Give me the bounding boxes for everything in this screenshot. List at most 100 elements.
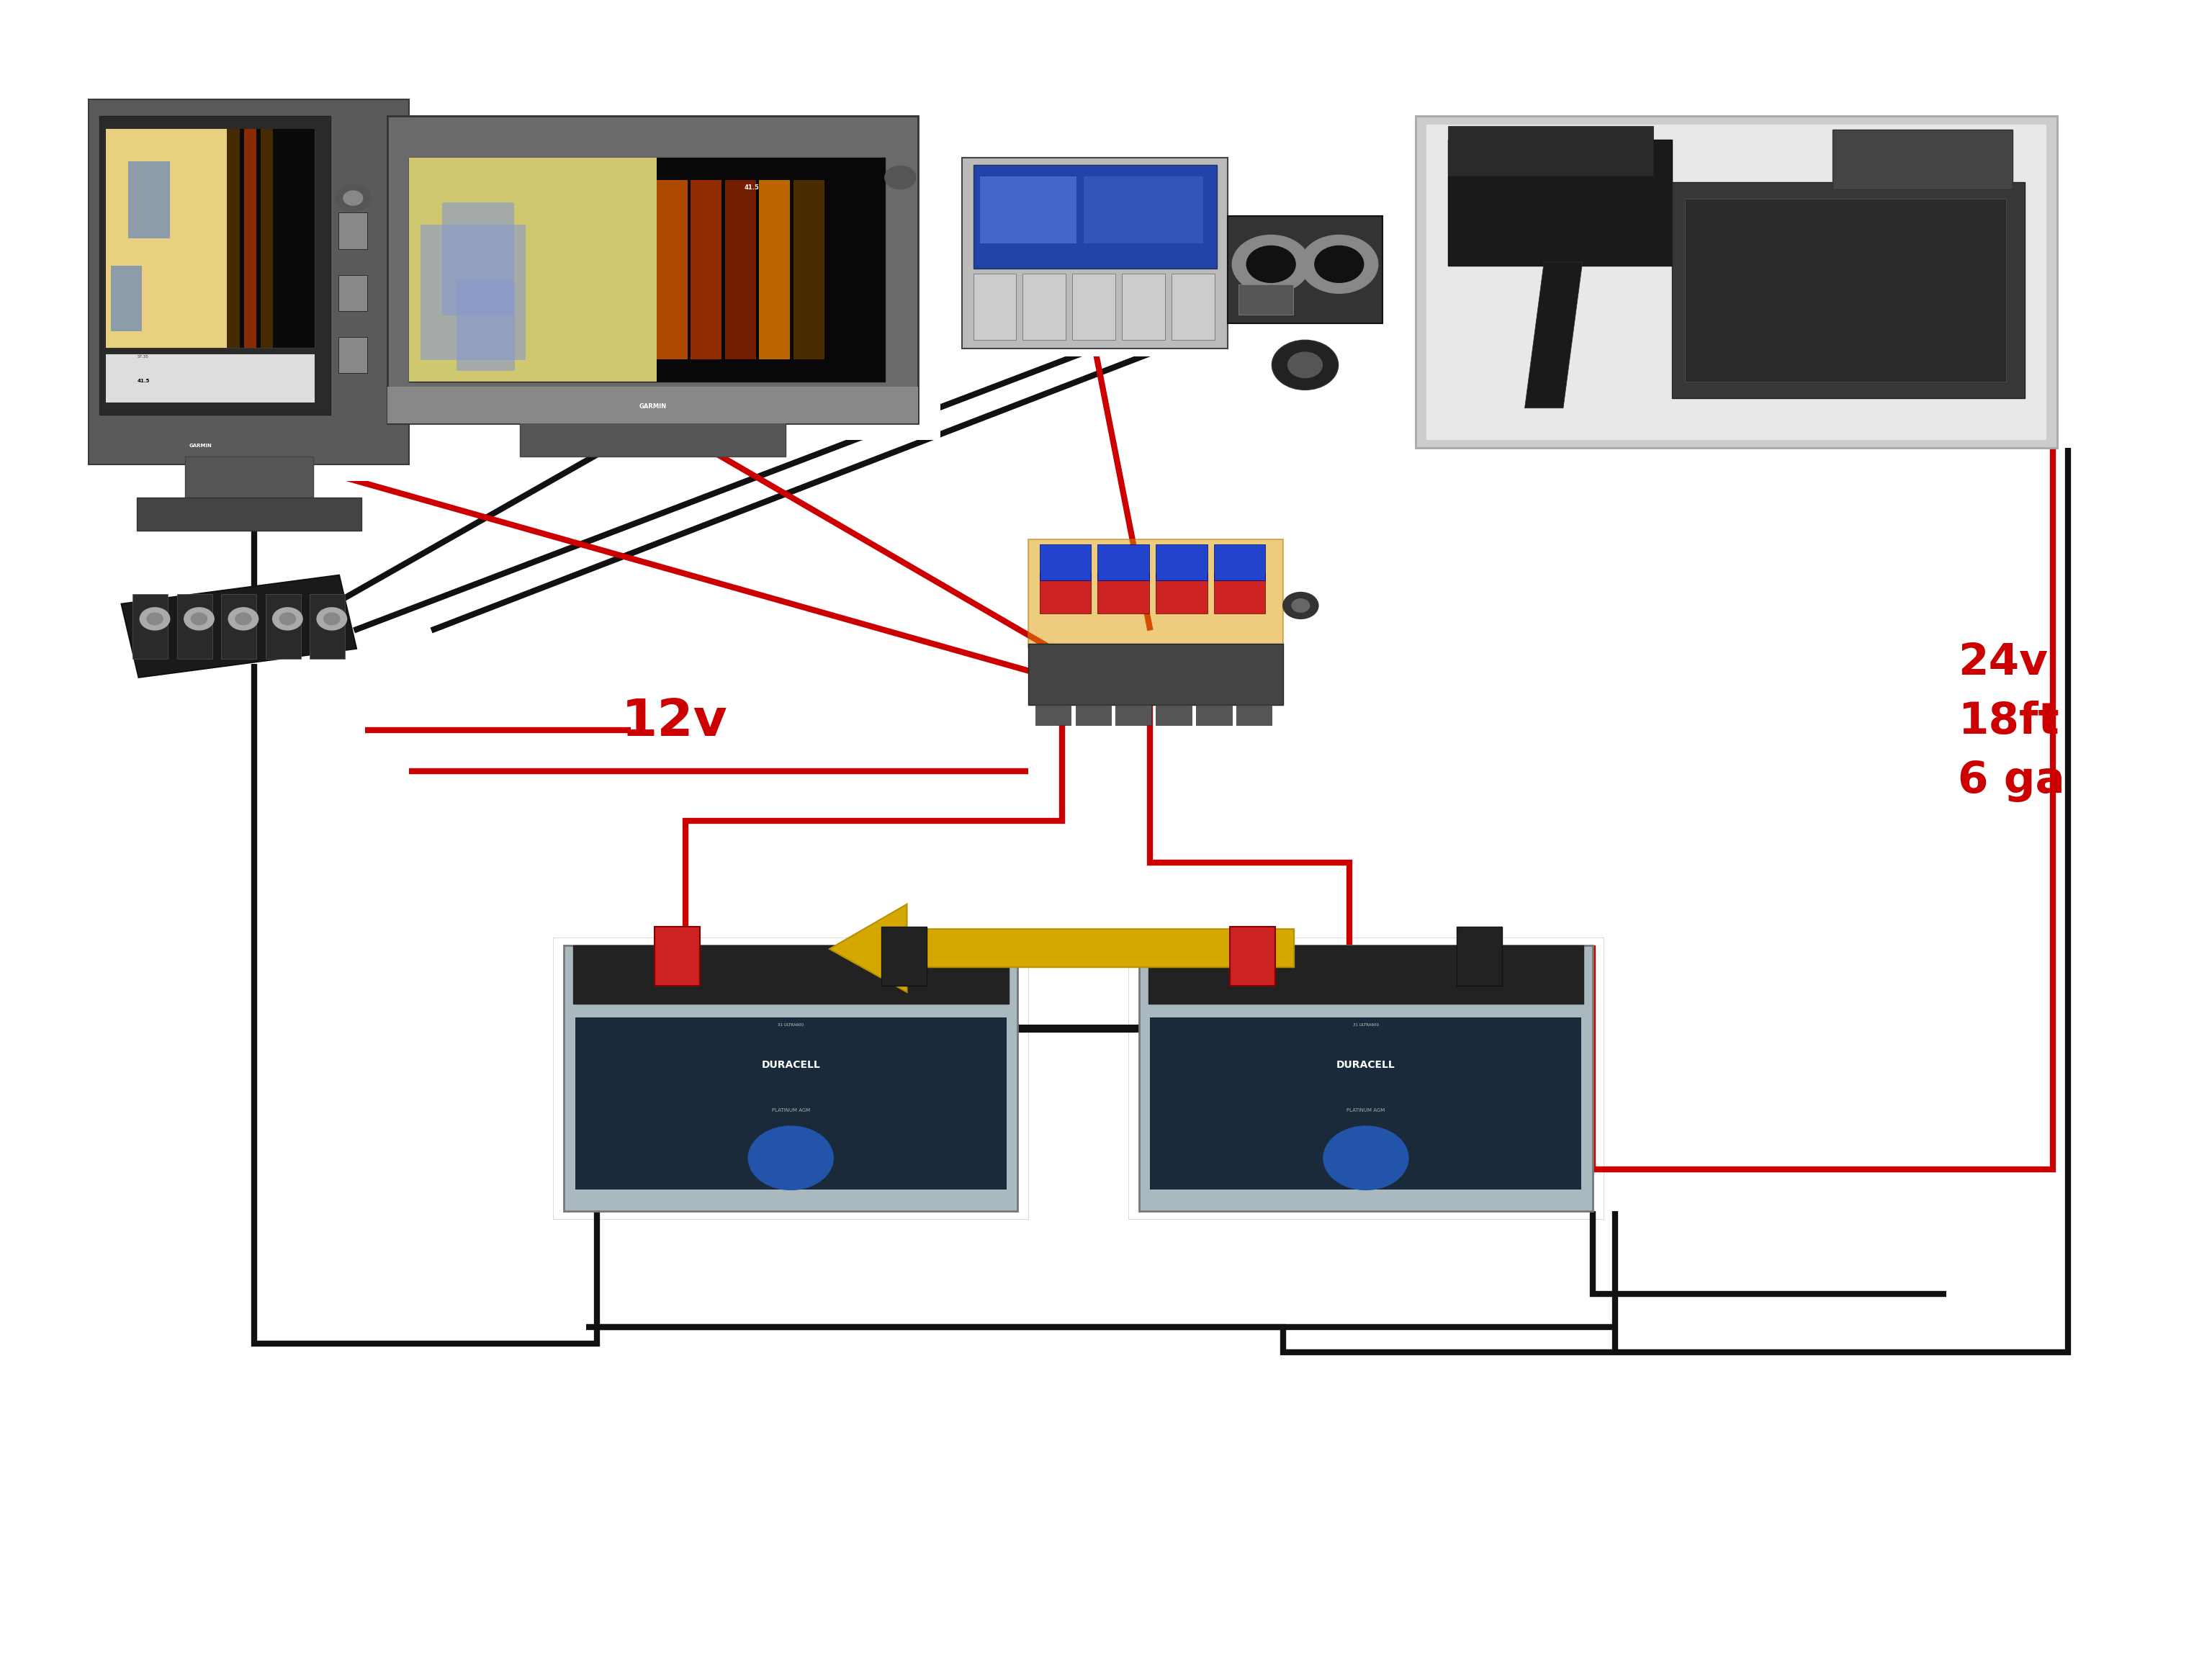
Bar <box>420 226 524 360</box>
Text: 31 ULTRA600: 31 ULTRA600 <box>1354 1024 1378 1027</box>
Bar <box>1416 116 2057 448</box>
Bar <box>409 158 885 382</box>
Bar <box>1214 544 1265 581</box>
Bar <box>1040 572 1091 614</box>
Text: DURACELL: DURACELL <box>1336 1060 1396 1070</box>
Bar <box>106 129 314 348</box>
Bar <box>338 337 367 373</box>
Text: 31 ULTRA600: 31 ULTRA600 <box>779 1024 803 1027</box>
Bar <box>1672 182 2024 398</box>
Bar <box>1157 544 1208 581</box>
Bar <box>951 149 1239 357</box>
Text: PLATINUM AGM: PLATINUM AGM <box>772 1108 810 1113</box>
Bar <box>265 594 301 659</box>
Circle shape <box>184 607 215 630</box>
Bar <box>1115 705 1152 725</box>
Bar <box>1239 285 1292 315</box>
Bar <box>1455 927 1502 985</box>
Bar <box>726 181 757 360</box>
Bar <box>1157 572 1208 614</box>
Circle shape <box>1292 599 1310 612</box>
Circle shape <box>748 1126 834 1190</box>
Bar <box>1447 139 1672 265</box>
Circle shape <box>316 607 347 630</box>
Bar <box>122 576 356 677</box>
Bar <box>1228 216 1382 324</box>
Bar <box>564 946 1018 1211</box>
Bar <box>1832 129 2013 189</box>
Bar <box>1139 946 1593 1211</box>
Bar <box>137 498 361 531</box>
Bar <box>100 116 330 415</box>
Bar <box>1035 705 1071 725</box>
Bar <box>387 116 918 423</box>
Bar <box>1237 705 1272 725</box>
Bar <box>387 387 918 423</box>
Circle shape <box>1232 236 1310 294</box>
Text: 12v: 12v <box>622 697 728 747</box>
Bar <box>657 158 885 382</box>
Bar <box>1150 1017 1582 1190</box>
Circle shape <box>1323 1126 1409 1190</box>
Bar <box>365 100 940 440</box>
Bar <box>962 158 1228 348</box>
Bar <box>106 355 314 403</box>
Circle shape <box>885 166 916 189</box>
Bar <box>128 161 170 239</box>
Circle shape <box>190 612 208 625</box>
Bar <box>88 100 409 465</box>
Bar <box>520 415 785 456</box>
Bar <box>1121 274 1166 340</box>
Polygon shape <box>830 904 1294 992</box>
Bar <box>1084 176 1203 244</box>
Text: 57.35: 57.35 <box>137 355 148 358</box>
Bar <box>1128 937 1604 1219</box>
Text: 41.5: 41.5 <box>137 378 150 383</box>
Bar <box>221 594 257 659</box>
Bar <box>657 181 688 360</box>
Circle shape <box>272 607 303 630</box>
Circle shape <box>279 612 296 625</box>
Bar <box>973 274 1015 340</box>
Bar <box>228 129 314 348</box>
Bar <box>1097 572 1150 614</box>
Circle shape <box>228 607 259 630</box>
Bar <box>261 129 272 348</box>
Text: GARMIN: GARMIN <box>639 403 666 410</box>
Circle shape <box>1301 236 1378 294</box>
Bar <box>1230 927 1274 985</box>
Bar <box>1157 705 1192 725</box>
Circle shape <box>1272 340 1338 390</box>
Bar <box>880 927 927 985</box>
Bar <box>184 456 312 506</box>
Bar <box>77 83 420 481</box>
Bar <box>177 594 212 659</box>
Polygon shape <box>1524 262 1582 408</box>
Bar <box>1197 705 1232 725</box>
Bar <box>553 937 1029 1219</box>
Bar <box>573 946 1009 1004</box>
Bar <box>690 181 721 360</box>
Bar <box>1029 539 1283 647</box>
Bar <box>1214 572 1265 614</box>
Bar <box>1022 274 1066 340</box>
Bar <box>1686 199 2006 382</box>
Bar <box>1427 124 2046 440</box>
Bar <box>1073 274 1115 340</box>
Text: PLATINUM AGM: PLATINUM AGM <box>1347 1108 1385 1113</box>
Bar <box>106 129 228 348</box>
Bar <box>1148 946 1584 1004</box>
Bar <box>133 594 168 659</box>
Bar <box>1447 126 1652 176</box>
Bar <box>456 280 513 370</box>
Circle shape <box>1248 246 1296 282</box>
Bar <box>1040 544 1091 581</box>
Circle shape <box>336 184 372 211</box>
Bar <box>973 166 1217 269</box>
Circle shape <box>343 191 363 206</box>
Bar <box>759 181 790 360</box>
Bar <box>1172 274 1214 340</box>
Bar <box>338 275 367 312</box>
Circle shape <box>139 607 170 630</box>
Text: DURACELL: DURACELL <box>761 1060 821 1070</box>
